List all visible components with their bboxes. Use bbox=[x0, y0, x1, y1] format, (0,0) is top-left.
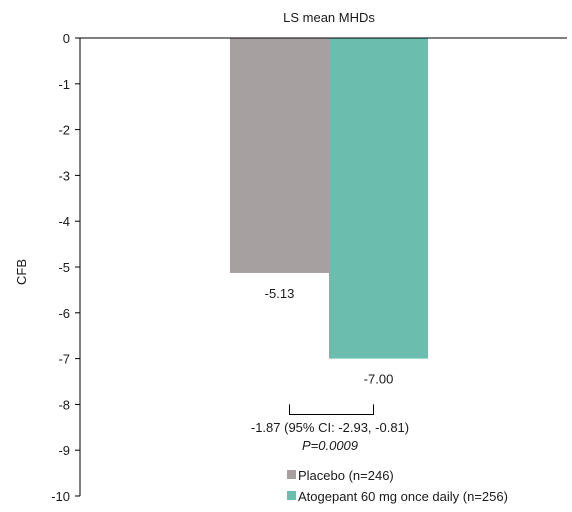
y-tick-label: 0 bbox=[63, 31, 70, 46]
difference-annotation: -1.87 (95% CI: -2.93, -0.81) bbox=[251, 420, 409, 435]
chart-title: LS mean MHDs bbox=[283, 10, 375, 25]
bar-atogepant bbox=[329, 38, 428, 359]
bars: -5.13 -7.00 bbox=[230, 38, 428, 387]
legend-label: Atogepant 60 mg once daily (n=256) bbox=[298, 489, 508, 504]
legend-label: Placebo (n=246) bbox=[298, 468, 394, 483]
y-axis-ticks: 0 -1 -2 -3 -4 -5 -6 -7 -8 -9 -10 bbox=[51, 31, 80, 504]
y-tick-label: -3 bbox=[58, 168, 70, 183]
data-label-atogepant: -7.00 bbox=[364, 372, 394, 387]
y-tick-label: -7 bbox=[58, 352, 70, 367]
difference-bracket bbox=[289, 404, 374, 415]
legend: Placebo (n=246) Atogepant 60 mg once dail… bbox=[287, 468, 508, 504]
bar-placebo bbox=[230, 38, 329, 273]
legend-atogepant: Atogepant 60 mg once daily (n=256) bbox=[287, 489, 508, 504]
y-tick-label: -6 bbox=[58, 306, 70, 321]
y-tick-label: -1 bbox=[58, 77, 70, 92]
y-tick-label: -8 bbox=[58, 397, 70, 412]
y-tick-label: -9 bbox=[58, 443, 70, 458]
legend-swatch bbox=[287, 491, 296, 500]
y-tick-label: -2 bbox=[58, 123, 70, 138]
y-tick-label: -4 bbox=[58, 214, 70, 229]
legend-placebo: Placebo (n=246) bbox=[287, 468, 394, 483]
data-label-placebo: -5.13 bbox=[265, 286, 295, 301]
legend-swatch bbox=[287, 470, 296, 479]
y-tick-label: -10 bbox=[51, 489, 70, 504]
p-value-annotation: P=0.0009 bbox=[302, 438, 358, 453]
y-axis-title: CFB bbox=[14, 259, 29, 285]
y-tick-label: -5 bbox=[58, 260, 70, 275]
